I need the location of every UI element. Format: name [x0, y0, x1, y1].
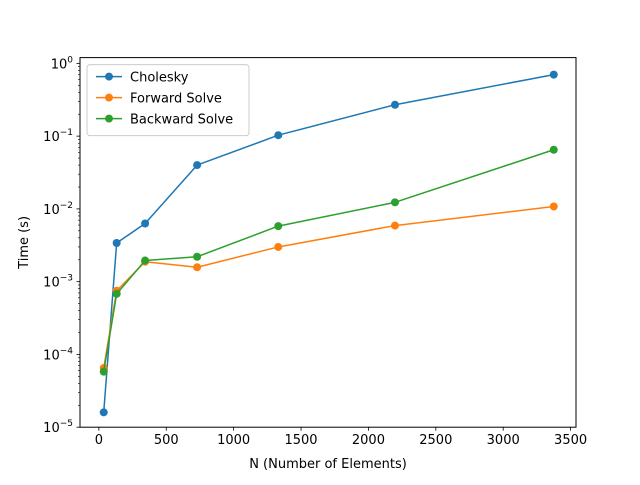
x-tick-label: 3000 — [487, 433, 520, 448]
y-tick-exponent: −3 — [60, 274, 73, 284]
y-tick-exponent: −2 — [60, 201, 73, 211]
y-axis-label: Time (s) — [17, 216, 32, 270]
y-tick-label: 10−4 — [43, 346, 73, 363]
data-point — [193, 161, 202, 170]
legend-marker — [105, 93, 113, 102]
x-tick-label: 1500 — [284, 433, 317, 448]
data-point — [112, 238, 121, 247]
data-point — [549, 70, 558, 79]
data-point — [390, 100, 399, 109]
data-point — [274, 131, 283, 140]
legend-marker — [105, 72, 113, 81]
y-tick-label: 10−5 — [43, 419, 73, 436]
x-tick-label: 2500 — [419, 433, 452, 448]
data-point — [99, 367, 108, 376]
data-point — [390, 198, 399, 207]
x-tick-label: 2000 — [352, 433, 385, 448]
data-point — [112, 289, 121, 298]
x-axis-label: N (Number of Elements) — [249, 457, 407, 472]
x-tick-label: 500 — [154, 433, 179, 448]
y-tick-base: 10 — [43, 203, 60, 218]
series-layer — [99, 70, 558, 417]
x-tick-label: 1000 — [217, 433, 250, 448]
legend-marker — [105, 114, 113, 123]
y-tick-label: 10−3 — [43, 274, 73, 291]
data-point — [390, 221, 399, 230]
data-point — [141, 219, 150, 228]
legend: Cholesky Forward Solve Backward Solve — [86, 64, 250, 137]
y-tick-exponent: −5 — [60, 419, 73, 429]
legend-box — [86, 64, 250, 137]
data-point — [193, 263, 202, 272]
x-axis-ticks: 0 500 1000 1500 2000 2500 3000 3500 — [95, 427, 587, 448]
data-point — [549, 202, 558, 211]
data-point — [274, 222, 283, 231]
y-tick-base: 10 — [43, 130, 60, 145]
x-tick-label: 0 — [95, 433, 103, 448]
data-point — [141, 256, 150, 265]
data-point — [549, 145, 558, 154]
legend-label: Forward Solve — [130, 92, 222, 107]
y-tick-exponent: 0 — [67, 55, 73, 65]
y-tick-label: 100 — [51, 55, 74, 72]
x-tick-label: 3500 — [554, 433, 587, 448]
data-point — [99, 408, 108, 417]
y-tick-label: 10−2 — [43, 201, 73, 218]
y-tick-exponent: −4 — [60, 346, 74, 356]
y-tick-base: 10 — [43, 421, 60, 436]
legend-label: Backward Solve — [130, 113, 233, 128]
y-tick-base: 10 — [43, 348, 60, 363]
data-point — [193, 252, 202, 261]
legend-label: Cholesky — [130, 71, 189, 86]
y-tick-base: 10 — [51, 57, 68, 72]
y-tick-label: 10−1 — [43, 128, 73, 145]
y-tick-exponent: −1 — [60, 128, 73, 138]
y-tick-base: 10 — [43, 276, 60, 291]
axes-frame — [79, 57, 577, 428]
data-point — [274, 242, 283, 251]
